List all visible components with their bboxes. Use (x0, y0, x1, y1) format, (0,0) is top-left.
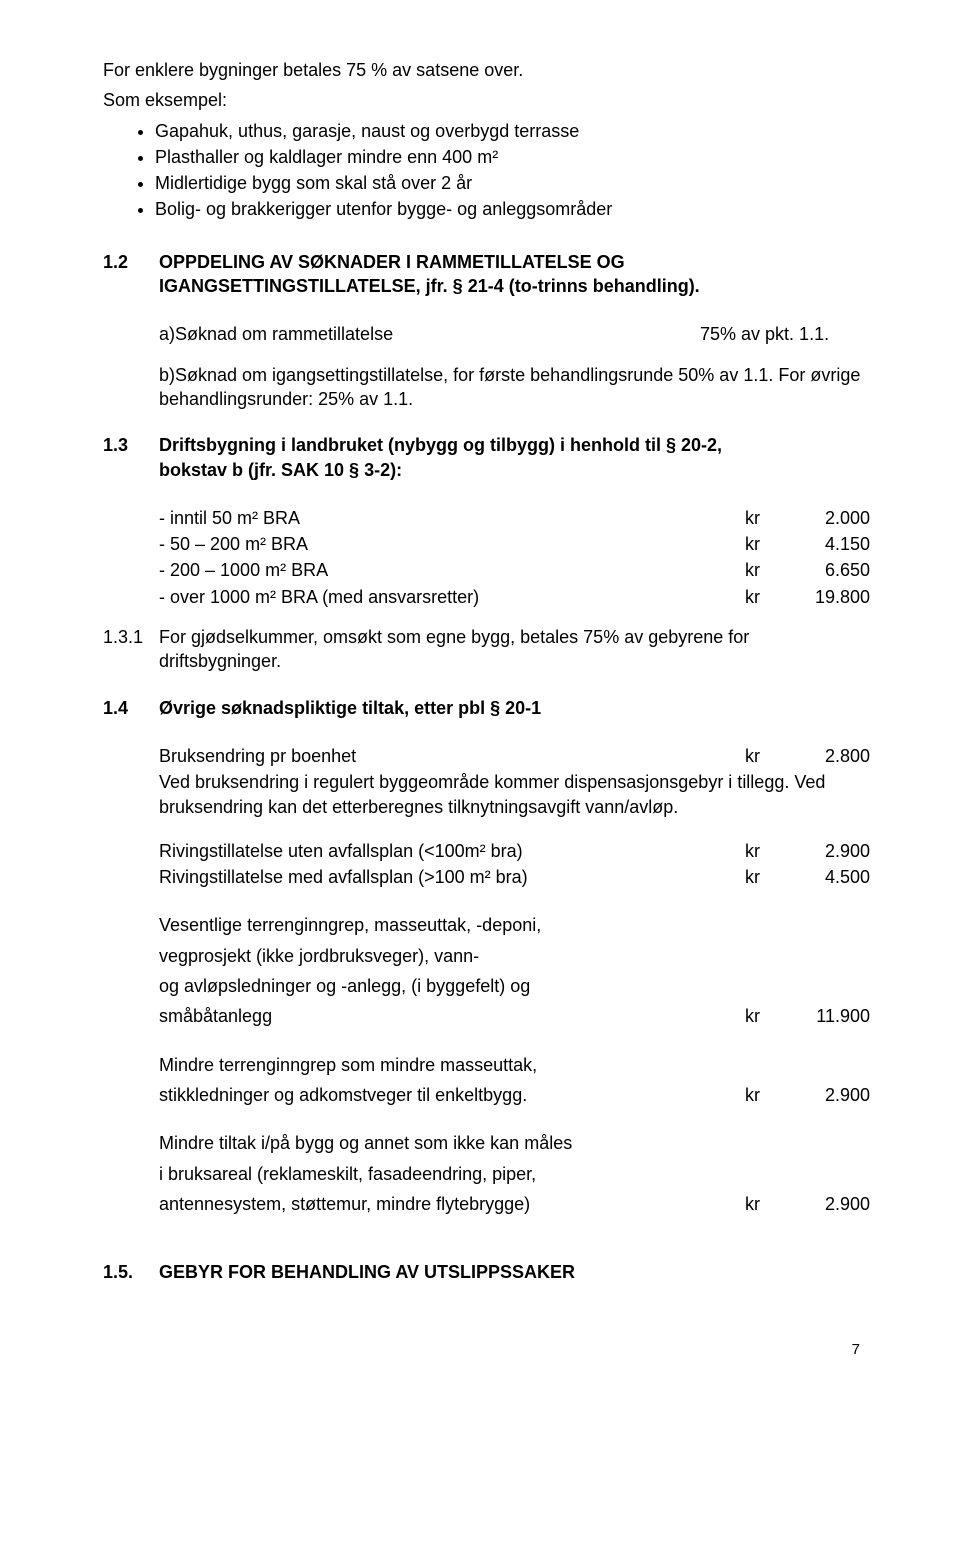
heading-text: Driftsbygning i landbruket (nybygg og ti… (159, 433, 870, 482)
section-1-4-body: Bruksendring pr boenhet kr 2.800 Ved bru… (103, 744, 870, 1216)
paragraph: Vesentlige terrenginngrep, masseuttak, -… (159, 913, 870, 937)
heading-1-2: 1.2 OPPDELING AV SØKNADER I RAMMETILLATE… (103, 250, 870, 299)
paragraph: Ved bruksendring i regulert byggeområde … (159, 770, 870, 819)
subsection-1-3-1: 1.3.1 For gjødselkummer, omsøkt som egne… (103, 625, 870, 674)
intro-line-2: Som eksempel: (103, 88, 870, 112)
heading-text: OPPDELING AV SØKNADER I RAMMETILLATELSE … (159, 250, 870, 299)
heading-number: 1.2 (103, 250, 159, 299)
section-1-5: 1.5. GEBYR FOR BEHANDLING AV UTSLIPPSSAK… (103, 1260, 870, 1284)
price-row: antennesystem, støttemur, mindre flytebr… (159, 1192, 870, 1216)
bullet-item: Gapahuk, uthus, garasje, naust og overby… (155, 119, 870, 143)
heading-text: GEBYR FOR BEHANDLING AV UTSLIPPSSAKER (159, 1260, 870, 1284)
heading-text: Øvrige søknadspliktige tiltak, etter pbl… (159, 696, 870, 720)
price-row: - 200 – 1000 m² BRA kr 6.650 (159, 558, 870, 582)
section-1-3: 1.3 Driftsbygning i landbruket (nybygg o… (103, 433, 870, 673)
heading-number: 1.3 (103, 433, 159, 482)
paragraph: og avløpsledninger og -anlegg, (i byggef… (159, 974, 870, 998)
heading-1-3: 1.3 Driftsbygning i landbruket (nybygg o… (103, 433, 870, 482)
paragraph: vegprosjekt (ikke jordbruksveger), vann- (159, 944, 870, 968)
price-row: - inntil 50 m² BRA kr 2.000 (159, 506, 870, 530)
intro-bullets: Gapahuk, uthus, garasje, naust og overby… (131, 119, 870, 222)
section-1-4: 1.4 Øvrige søknadspliktige tiltak, etter… (103, 696, 870, 1216)
price-row: - 50 – 200 m² BRA kr 4.150 (159, 532, 870, 556)
bra-rows: - inntil 50 m² BRA kr 2.000 - 50 – 200 m… (103, 506, 870, 609)
paragraph: i bruksareal (reklameskilt, fasadeendrin… (159, 1162, 870, 1186)
bullet-item: Plasthaller og kaldlager mindre enn 400 … (155, 145, 870, 169)
sub-number: 1.3.1 (103, 625, 159, 674)
paragraph-b: b)Søknad om igangsettingstillatelse, for… (103, 363, 870, 412)
section-1-2: 1.2 OPPDELING AV SØKNADER I RAMMETILLATE… (103, 250, 870, 411)
intro-block: For enklere bygninger betales 75 % av sa… (103, 58, 870, 222)
price-row: Bruksendring pr boenhet kr 2.800 (159, 744, 870, 768)
intro-line-1: For enklere bygninger betales 75 % av sa… (103, 58, 870, 82)
heading-number: 1.4 (103, 696, 159, 720)
heading-1-5: 1.5. GEBYR FOR BEHANDLING AV UTSLIPPSSAK… (103, 1260, 870, 1284)
heading-1-4: 1.4 Øvrige søknadspliktige tiltak, etter… (103, 696, 870, 720)
paragraph: Mindre terrenginngrep som mindre masseut… (159, 1053, 870, 1077)
sub-text: For gjødselkummer, omsøkt som egne bygg,… (159, 625, 870, 674)
price-row: - over 1000 m² BRA (med ansvarsretter) k… (159, 585, 870, 609)
row-a: a)Søknad om rammetillatelse 75% av pkt. … (103, 322, 870, 346)
price-row: Rivingstillatelse med avfallsplan (>100 … (159, 865, 870, 889)
price-row: stikkledninger og adkomstveger til enkel… (159, 1083, 870, 1107)
heading-number: 1.5. (103, 1260, 159, 1284)
page-number: 7 (103, 1340, 870, 1360)
bullet-item: Bolig- og brakkerigger utenfor bygge- og… (155, 197, 870, 221)
price-row: småbåtanlegg kr 11.900 (159, 1004, 870, 1028)
price-row: Rivingstillatelse uten avfallsplan (<100… (159, 839, 870, 863)
bullet-item: Midlertidige bygg som skal stå over 2 år (155, 171, 870, 195)
paragraph: Mindre tiltak i/på bygg og annet som ikk… (159, 1131, 870, 1155)
